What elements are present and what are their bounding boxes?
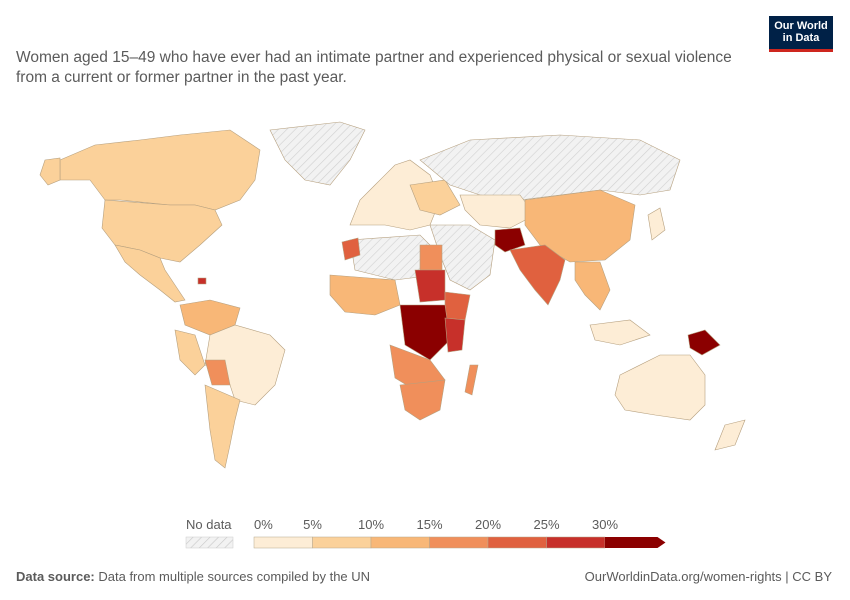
- region-canada[interactable]: [59, 129, 261, 211]
- region-afghanistan[interactable]: [494, 227, 526, 253]
- region-philippines-indonesia[interactable]: [589, 319, 651, 346]
- region-alaska[interactable]: [39, 157, 61, 186]
- legend-tick-label: 10%: [358, 517, 384, 532]
- region-sudan[interactable]: [414, 269, 446, 303]
- data-source-text: Data from multiple sources compiled by t…: [98, 569, 371, 584]
- legend-bins: 0% 5% 10% 15% 20% 25% 30%: [253, 517, 666, 549]
- legend-bin-6: [605, 537, 666, 548]
- region-japan[interactable]: [647, 207, 666, 241]
- region-central-asia[interactable]: [459, 194, 536, 229]
- region-united-states[interactable]: [101, 199, 223, 263]
- region-argentina-chile[interactable]: [204, 384, 241, 469]
- region-new-zealand[interactable]: [714, 419, 746, 451]
- region-west-africa[interactable]: [329, 274, 401, 316]
- region-morocco[interactable]: [341, 237, 361, 261]
- chart-title: Women aged 15–49 who have ever had an in…: [16, 49, 732, 86]
- region-southeast-asia[interactable]: [574, 261, 611, 311]
- legend-no-data-swatch: [185, 536, 234, 549]
- data-source: Data source: Data from multiple sources …: [16, 569, 370, 584]
- legend-bin-2: [370, 536, 430, 549]
- region-eastern-europe[interactable]: [409, 179, 461, 216]
- region-central-africa[interactable]: [399, 304, 451, 361]
- legend-tick-label: 15%: [416, 517, 442, 532]
- source-link[interactable]: OurWorldinData.org/women-rights | CC BY: [584, 569, 832, 584]
- world-map[interactable]: [0, 105, 850, 485]
- region-ethiopia[interactable]: [444, 291, 471, 321]
- region-peru[interactable]: [174, 329, 206, 376]
- region-russia[interactable]: [419, 134, 681, 201]
- logo-line-2: in Data: [782, 32, 820, 44]
- region-egypt[interactable]: [419, 244, 443, 271]
- legend-bin-5: [546, 536, 606, 549]
- legend-no-data-label: No data: [186, 517, 232, 532]
- region-australia[interactable]: [614, 354, 706, 421]
- legend-tick-label: 20%: [475, 517, 501, 532]
- region-haiti[interactable]: [197, 277, 207, 285]
- region-east-africa[interactable]: [444, 317, 466, 353]
- legend-tick-label: 0%: [254, 517, 273, 532]
- region-madagascar[interactable]: [464, 364, 479, 396]
- legend-tick-label: 30%: [592, 517, 618, 532]
- legend-bin-3: [429, 536, 489, 549]
- region-mexico[interactable]: [114, 244, 186, 303]
- region-southern-africa[interactable]: [399, 379, 446, 421]
- logo-line-1: Our World: [774, 20, 828, 32]
- owid-logo[interactable]: Our World in Data: [769, 16, 833, 52]
- region-india[interactable]: [509, 244, 566, 306]
- legend-bin-4: [487, 536, 547, 549]
- legend-tick-label: 5%: [303, 517, 322, 532]
- region-bolivia[interactable]: [204, 359, 231, 386]
- region-papua-new-guinea[interactable]: [687, 329, 721, 356]
- region-europe[interactable]: [349, 159, 441, 231]
- data-source-label: Data source:: [16, 569, 95, 584]
- legend-tick-label: 25%: [533, 517, 559, 532]
- region-greenland[interactable]: [269, 121, 366, 186]
- region-china-mongolia[interactable]: [524, 189, 636, 263]
- legend-bin-1: [312, 536, 372, 549]
- legend-bin-0: [253, 536, 313, 549]
